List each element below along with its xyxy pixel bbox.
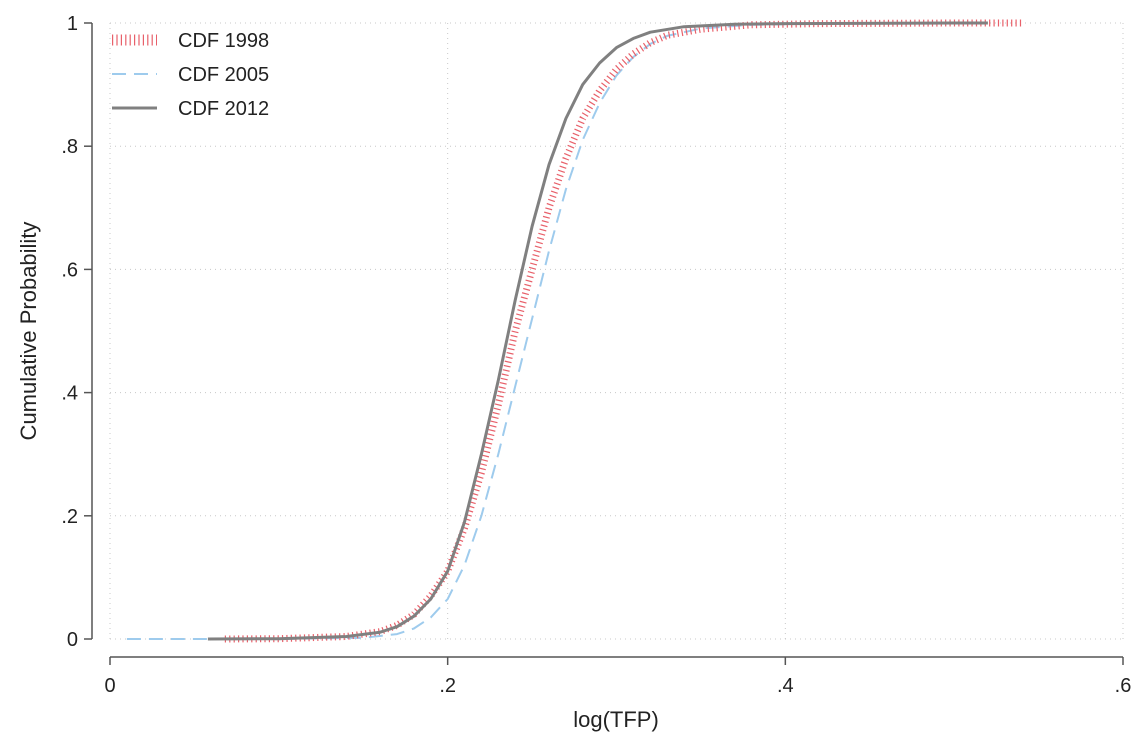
x-tick-label-0: 0 [104,675,115,697]
series-line-cdf-1998 [224,19,1022,643]
legend: CDF 1998 CDF 2005 CDF 2012 [112,30,269,120]
y-tick-label-5: 1 [67,13,78,35]
legend-label-0: CDF 1998 [178,30,269,52]
x-tick-label-1: .2 [439,675,456,697]
series-line-cdf-2005 [126,22,988,640]
x-tick-label-3: .6 [1115,675,1132,697]
series-layer [126,19,1022,643]
y-tick-label-2: .4 [61,383,78,405]
tick-labels: 0 .2 .4 .6 .8 1 0 .2 .4 .6 [61,13,1131,697]
x-tick-label-2: .4 [777,675,794,697]
y-tick-label-3: .6 [61,259,78,281]
legend-label-1: CDF 2005 [178,64,269,86]
y-tick-label-1: .2 [61,506,78,528]
x-axis-title: log(TFP) [573,707,659,732]
y-tick-label-0: 0 [67,629,78,651]
axes [84,22,1124,665]
y-tick-label-4: .8 [61,136,78,158]
y-axis-title: Cumulative Probability [16,222,41,441]
series-line-cdf-2012 [207,21,988,641]
legend-label-2: CDF 2012 [178,98,269,120]
